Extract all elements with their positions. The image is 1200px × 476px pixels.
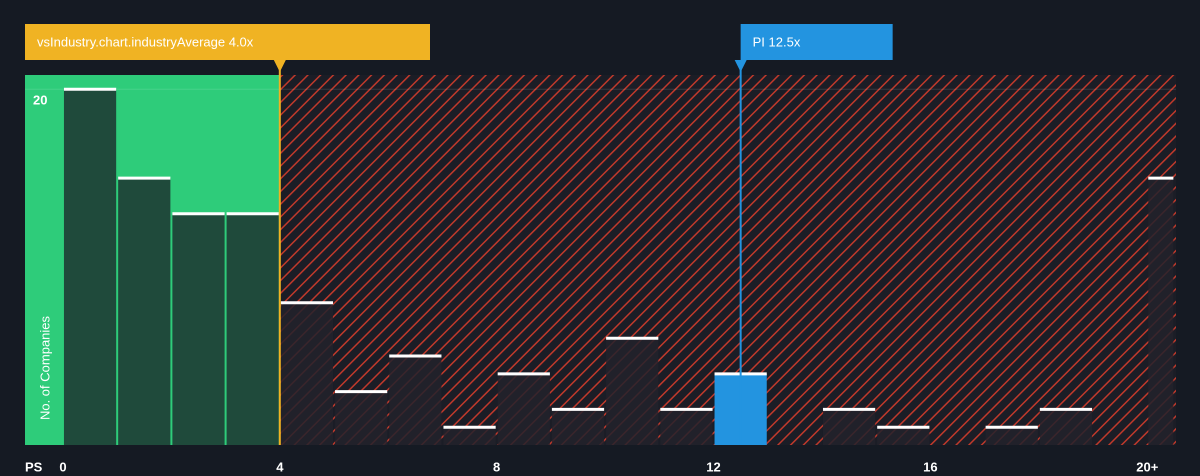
- bar-group: [877, 425, 930, 445]
- bar-group: [985, 425, 1038, 445]
- x-tick-label: 12: [706, 459, 720, 474]
- annotation-pointer: [273, 60, 286, 72]
- bar-group: [280, 301, 334, 445]
- bar-group: [822, 407, 876, 445]
- bar: [389, 356, 442, 445]
- bar-group: [606, 336, 659, 445]
- x-axis-label: PS: [25, 459, 43, 474]
- annotation-box: [740, 24, 893, 60]
- x-tick-label: 4: [276, 459, 284, 474]
- bar: [335, 391, 388, 445]
- bar: [606, 338, 659, 445]
- x-tick-label: 0: [59, 459, 66, 474]
- bar: [822, 409, 876, 445]
- bar: [118, 178, 171, 445]
- x-tick-label: 8: [493, 459, 500, 474]
- annotation-label: vsIndustry.chart.industryAverage 4.0x: [37, 34, 254, 49]
- bar: [1148, 178, 1174, 445]
- bar: [1039, 409, 1093, 445]
- annotation-pointer: [734, 60, 747, 72]
- bar: [877, 427, 930, 445]
- bar-group: [497, 372, 550, 445]
- x-tick-label: 20+: [1136, 459, 1158, 474]
- bar-group: [660, 407, 713, 445]
- bar-group: [172, 212, 225, 445]
- bar: [443, 427, 496, 445]
- annotation-box: [25, 24, 430, 60]
- bar: [660, 409, 713, 445]
- bar-group: [1039, 407, 1093, 445]
- bar-group: [226, 212, 279, 445]
- bar-group: [63, 87, 117, 445]
- bar: [280, 302, 334, 445]
- bar: [551, 409, 605, 445]
- bar: [226, 213, 279, 445]
- annotation-label: PI 12.5x: [753, 34, 801, 49]
- bar-group: [118, 176, 171, 445]
- x-tick-label: 16: [923, 459, 937, 474]
- bar-group: [443, 425, 496, 445]
- bar: [985, 427, 1038, 445]
- bar: [497, 373, 550, 445]
- bar: [172, 213, 225, 445]
- y-tick-label: 20: [33, 93, 47, 108]
- y-axis-label: No. of Companies: [37, 315, 52, 420]
- bar-group: [389, 354, 442, 445]
- bar-group: [335, 390, 388, 445]
- bar-group: [551, 407, 605, 445]
- bar-group: [1148, 176, 1174, 445]
- bar: [63, 89, 117, 445]
